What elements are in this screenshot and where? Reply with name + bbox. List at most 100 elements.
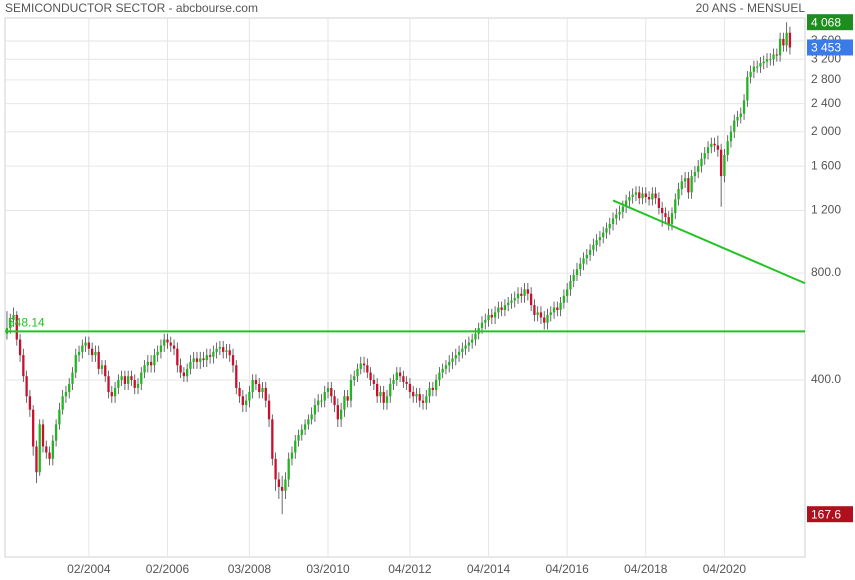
candle-body xyxy=(697,166,700,173)
candle-body xyxy=(628,196,631,201)
candle-body xyxy=(225,350,228,352)
candle-body xyxy=(48,452,51,459)
candle-body xyxy=(280,486,284,491)
candle-body xyxy=(772,54,775,60)
candle-body xyxy=(303,424,307,430)
candle-body xyxy=(552,307,556,313)
chart-title: SEMICONDUCTOR SECTOR - abcbourse.com xyxy=(5,1,258,15)
candle-body xyxy=(451,358,454,362)
candle-body xyxy=(742,100,746,114)
candle-body xyxy=(543,317,546,323)
candle-body xyxy=(212,351,215,357)
candle-body xyxy=(484,320,487,323)
candle-body xyxy=(172,345,176,349)
candle-body xyxy=(677,188,680,200)
candle-body xyxy=(713,143,716,146)
candle-body xyxy=(366,365,369,373)
candle-body xyxy=(15,314,18,340)
candle-body xyxy=(516,293,520,299)
candle-body xyxy=(261,387,264,393)
chart-subtitle: 20 ANS - MENSUEL xyxy=(696,1,806,15)
candle-body xyxy=(189,361,192,369)
price-tag xyxy=(807,14,853,31)
candle-body xyxy=(41,424,45,447)
x-tick-label: 04/2016 xyxy=(545,562,589,576)
candle-body xyxy=(474,333,477,340)
candle-body xyxy=(192,358,195,362)
candle-body xyxy=(274,458,277,480)
candle-body xyxy=(258,383,261,393)
candle-body xyxy=(84,342,87,346)
candle-body xyxy=(605,228,608,233)
x-tick-label: 04/2020 xyxy=(703,562,747,576)
y-tick-label: 1 200 xyxy=(811,203,841,217)
candle-body xyxy=(51,440,54,459)
candle-body xyxy=(510,300,513,303)
candle-body xyxy=(434,380,438,390)
candle-body xyxy=(710,143,713,148)
candle-body xyxy=(408,383,412,393)
candle-body xyxy=(120,376,123,381)
candle-body xyxy=(487,314,490,321)
candle-body xyxy=(392,380,395,384)
candle-body xyxy=(529,293,533,306)
candle-body xyxy=(385,396,389,403)
level-label: 548.14 xyxy=(8,316,45,330)
candle-body xyxy=(490,314,493,318)
candle-body xyxy=(526,289,530,294)
candle-body xyxy=(38,424,41,473)
candle-body xyxy=(317,400,320,406)
candle-body xyxy=(493,312,497,318)
candle-body xyxy=(107,376,110,393)
candle-body xyxy=(205,355,208,361)
price-tag-label: 167.6 xyxy=(811,507,841,521)
candle-body xyxy=(294,440,297,453)
candle-body xyxy=(683,178,687,182)
candle-body xyxy=(634,192,638,195)
candle-body xyxy=(343,396,346,410)
candle-body xyxy=(520,293,523,296)
candle-body xyxy=(244,400,248,406)
candle-body xyxy=(202,358,205,361)
candle-body xyxy=(22,355,25,377)
candle-body xyxy=(18,339,22,356)
price-tag-label: 4 068 xyxy=(811,15,841,29)
candle-body xyxy=(199,358,202,362)
candle-body xyxy=(346,396,349,401)
candle-body xyxy=(136,383,140,388)
candle-body xyxy=(369,372,372,381)
candle-body xyxy=(74,355,77,373)
candle-body xyxy=(339,409,343,420)
candle-body xyxy=(644,193,647,197)
candle-body xyxy=(621,206,625,212)
candle-body xyxy=(595,240,598,245)
candle-body xyxy=(566,289,569,296)
y-tick-label: 1 600 xyxy=(811,158,841,172)
candle-body xyxy=(398,372,402,377)
candle-body xyxy=(71,372,74,384)
y-tick-label: 2 400 xyxy=(811,96,841,110)
candle-body xyxy=(503,305,507,310)
candle-body xyxy=(251,380,254,393)
candle-body xyxy=(598,237,602,241)
candle-body xyxy=(267,400,271,420)
candle-body xyxy=(323,392,326,401)
candle-body xyxy=(297,435,300,441)
candle-body xyxy=(333,396,336,406)
candle-body xyxy=(382,392,385,403)
y-tick-label: 800.0 xyxy=(811,265,841,279)
candle-body xyxy=(546,314,549,323)
candle-body xyxy=(733,120,736,132)
candle-body xyxy=(64,392,68,397)
candle-body xyxy=(746,77,749,101)
candle-body xyxy=(651,193,654,200)
candle-body xyxy=(769,59,772,61)
candle-body xyxy=(127,376,130,384)
candle-body xyxy=(185,368,189,377)
candle-body xyxy=(362,363,366,366)
candle-body xyxy=(556,307,559,310)
candle-body xyxy=(602,232,605,238)
candle-body xyxy=(415,394,418,397)
